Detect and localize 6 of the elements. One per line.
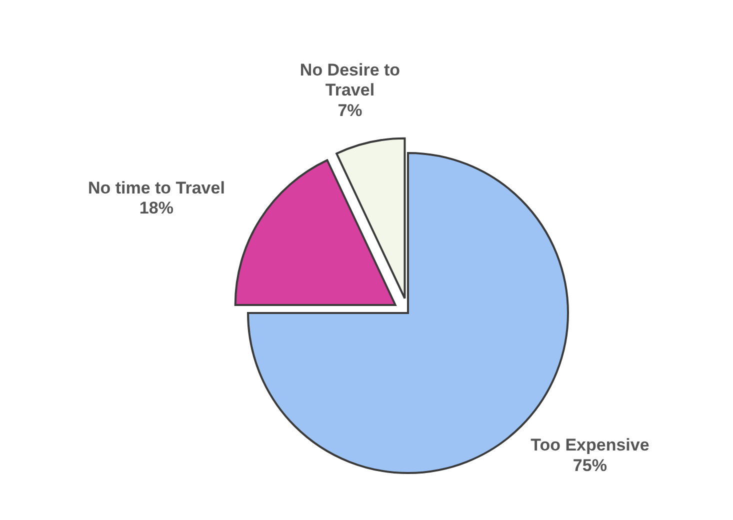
data-label: 18% xyxy=(139,198,174,218)
slice-label: No Desire to Travel xyxy=(300,60,400,100)
slice-label: No time to Travel xyxy=(88,178,225,198)
slice-label: Too Expensive xyxy=(530,436,650,455)
data-label: 7% xyxy=(338,101,362,120)
data-label: 75% xyxy=(572,456,607,475)
